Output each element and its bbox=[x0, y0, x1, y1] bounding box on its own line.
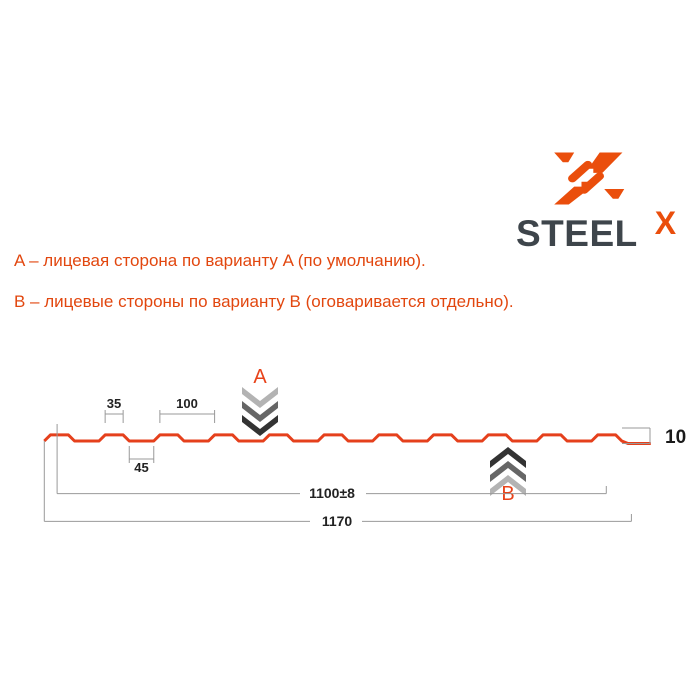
svg-text:1100±8: 1100±8 bbox=[309, 485, 355, 501]
svg-text:10: 10 bbox=[665, 427, 686, 448]
svg-text:A: A bbox=[253, 366, 267, 388]
svg-text:1170: 1170 bbox=[322, 513, 353, 529]
svg-text:100: 100 bbox=[176, 396, 198, 411]
svg-text:45: 45 bbox=[134, 460, 148, 475]
svg-text:35: 35 bbox=[107, 396, 121, 411]
